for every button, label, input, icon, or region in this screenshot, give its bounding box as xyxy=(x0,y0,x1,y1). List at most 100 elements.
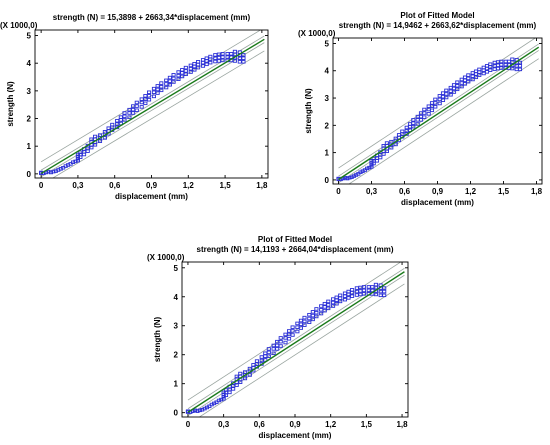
chart-1-y-tick-label: 0 xyxy=(27,170,32,179)
chart-2-point xyxy=(418,114,424,119)
chart-2-point xyxy=(477,70,482,74)
chart-1-point xyxy=(110,122,115,127)
chart-3-point xyxy=(382,286,387,290)
chart-1-point xyxy=(167,75,172,80)
chart-3-point xyxy=(314,307,319,311)
chart-1-point xyxy=(122,118,127,122)
chart-2-point xyxy=(444,92,449,96)
chart-3-x-tick-label: 0 xyxy=(186,420,191,429)
chart-2-point xyxy=(488,62,493,66)
chart-1-point xyxy=(155,84,160,88)
chart-1-point xyxy=(180,74,185,79)
chart-1-point xyxy=(159,84,164,89)
chart-1-point xyxy=(196,60,201,64)
chart-2-point xyxy=(492,67,497,71)
chart-3-point xyxy=(342,297,348,302)
chart-2-point xyxy=(481,68,486,72)
chart-2-x-tick-label: 1,8 xyxy=(531,187,543,196)
chart-2-point xyxy=(459,81,464,85)
chart-2-point xyxy=(459,77,464,82)
chart-3-y-tick-label: 0 xyxy=(174,409,179,418)
chart-3-point xyxy=(242,370,248,374)
chart-3-x-axis-label: displacement (mm) xyxy=(259,431,332,440)
chart-3-point xyxy=(275,343,280,348)
chart-3-point xyxy=(197,408,202,413)
chart-3-point xyxy=(307,312,312,317)
chart-panel-1: strength (N) = 15,3898 + 2663,34*displac… xyxy=(0,0,275,205)
chart-1-point xyxy=(70,160,76,164)
chart-2-x-tick-label: 0,9 xyxy=(432,187,444,196)
chart-2-point xyxy=(396,133,402,137)
chart-2-point xyxy=(466,76,471,81)
chart-2-point xyxy=(481,71,486,76)
chart-2-point xyxy=(415,122,420,126)
chart-1-point xyxy=(232,49,237,54)
chart-2-point xyxy=(499,66,504,70)
chart-2-point xyxy=(484,66,490,71)
chart-2-point xyxy=(484,70,490,74)
chart-1-x-tick-label: 0 xyxy=(39,181,44,190)
chart-1-point xyxy=(204,62,209,67)
chart-1-x-tick-label: 1,2 xyxy=(183,181,195,190)
chart-1-x-tick-label: 1,5 xyxy=(220,181,232,190)
chart-3-point xyxy=(361,292,367,296)
chart-1-band-inner-lower xyxy=(40,42,265,178)
chart-1-point xyxy=(159,88,164,93)
chart-1-plot-area xyxy=(39,30,265,178)
chart-3-point xyxy=(326,303,331,307)
chart-2-point xyxy=(433,105,438,109)
chart-3-x-tick-label: 1,5 xyxy=(361,420,373,429)
chart-2-point xyxy=(422,115,427,119)
chart-3-band-outer-lower xyxy=(198,283,405,417)
chart-2-point xyxy=(455,80,460,84)
chart-3-point xyxy=(295,325,300,329)
chart-1-point xyxy=(127,107,132,112)
chart-2-point xyxy=(506,59,512,64)
chart-2-point xyxy=(473,72,479,76)
chart-1-point xyxy=(139,97,144,101)
chart-panel-3: Plot of Fitted Model strength (N) = 14,11… xyxy=(140,220,415,445)
chart-1-point xyxy=(102,136,107,140)
chart-1-point xyxy=(183,72,188,77)
chart-1-point xyxy=(139,100,144,105)
chart-3-point xyxy=(331,300,336,305)
chart-1-point xyxy=(85,149,90,153)
chart-2-y-axis-label: strength (N) xyxy=(304,88,313,134)
chart-2-fit-line xyxy=(338,46,540,181)
chart-3-point xyxy=(358,289,363,293)
chart-2-point xyxy=(517,64,523,68)
chart-3-point xyxy=(338,299,343,304)
chart-2-point xyxy=(407,124,413,129)
chart-2-point xyxy=(411,118,416,122)
chart-2-point xyxy=(411,121,416,125)
chart-1-point xyxy=(155,87,160,92)
chart-3-point xyxy=(278,336,283,340)
chart-1-point xyxy=(232,59,237,63)
chart-2-x-tick-label: 1,2 xyxy=(465,187,477,196)
chart-2-point xyxy=(400,129,405,134)
chart-1-point xyxy=(171,76,176,81)
chart-1-point xyxy=(127,111,132,115)
chart-3-point xyxy=(310,317,315,322)
chart-2-band-inner-lower xyxy=(338,50,539,184)
chart-1-point xyxy=(143,94,148,98)
chart-1-point xyxy=(134,104,139,108)
chart-1-point xyxy=(225,55,230,59)
chart-1-x-tick-label: 0,9 xyxy=(146,181,158,190)
chart-2-plot-area xyxy=(336,38,540,184)
chart-1-point xyxy=(220,55,225,59)
chart-2-point xyxy=(517,67,523,72)
chart-3-point xyxy=(342,291,348,296)
chart-3-point xyxy=(290,325,295,329)
chart-3-point xyxy=(221,396,226,401)
chart-2-x-axis-label: displacement (mm) xyxy=(401,198,474,207)
chart-2-point xyxy=(459,84,464,89)
chart-2-point xyxy=(369,165,374,169)
chart-3-y-tick-label: 5 xyxy=(174,264,179,273)
chart-3-fit-line xyxy=(187,271,405,413)
chart-3-point xyxy=(358,292,363,297)
chart-2-point xyxy=(437,97,442,102)
chart-2-subtitle: strength (N) = 14,9462 + 2663,62*displac… xyxy=(339,21,537,30)
chart-1-point xyxy=(188,66,193,71)
chart-2-point xyxy=(407,122,413,126)
